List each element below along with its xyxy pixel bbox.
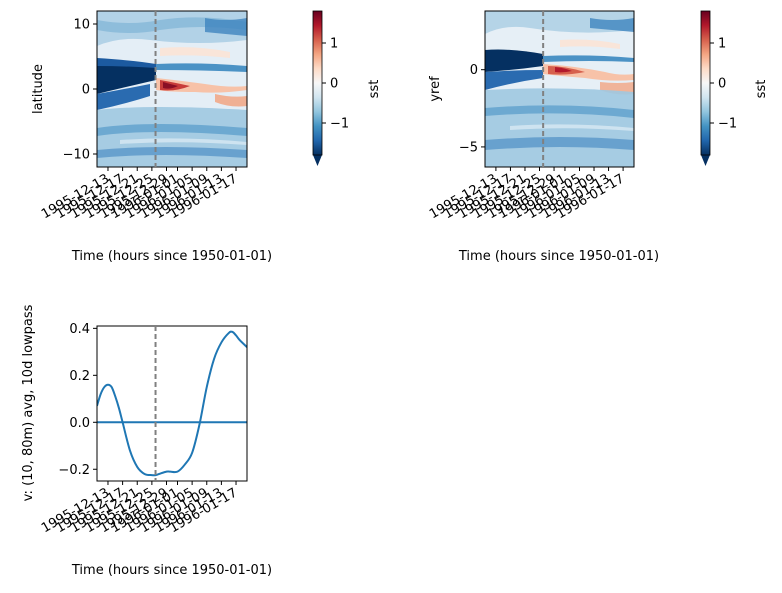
y-tick-label: −10 <box>63 148 90 163</box>
colorbar: −1 0 1 sst <box>312 10 382 166</box>
y-tick-label: −5 <box>459 140 478 155</box>
colorbar-gradient <box>313 11 322 155</box>
axes-frame <box>484 10 635 168</box>
y-axis-label: latitude <box>31 64 46 114</box>
x-axis-label: Time (hours since 1950-01-01) <box>71 563 272 578</box>
colorbar-ticks: −1 0 1 <box>322 37 349 132</box>
y-tick-label: 0 <box>470 63 478 78</box>
x-ticks: 1995-12-131995-12-171995-12-211995-12-25… <box>39 481 240 536</box>
colorbar-extend-arrow <box>701 155 710 166</box>
colorbar-tick-label: 1 <box>718 37 726 52</box>
colorbar-label: sst <box>754 80 769 99</box>
y-tick-label: 0.0 <box>69 416 90 431</box>
series-line <box>97 330 247 477</box>
colorbar-tick-label: 1 <box>330 37 338 52</box>
y-tick-label: 0 <box>82 83 90 98</box>
x-ticks: 1995-12-131995-12-171995-12-211995-12-25… <box>39 167 240 222</box>
colorbar: −1 0 1 sst <box>700 10 769 166</box>
colorbar-tick-label: −1 <box>718 117 737 132</box>
panel-velocity-line: −0.2 0.0 0.2 0.4 1995-12-131995-12-171995-1… <box>21 304 272 578</box>
colorbar-label: sst <box>367 80 382 99</box>
x-axis-label: Time (hours since 1950-01-01) <box>458 249 659 264</box>
x-ticks: 1995-12-131995-12-171995-12-211995-12-25… <box>427 167 627 222</box>
y-ticks: −0.2 0.0 0.2 0.4 <box>58 322 97 478</box>
colorbar-tick-label: −1 <box>330 117 349 132</box>
colorbar-gradient <box>701 11 710 155</box>
colorbar-ticks: −1 0 1 <box>710 37 737 132</box>
y-ticks: −5 0 <box>459 63 485 155</box>
colorbar-tick-label: 0 <box>718 77 726 92</box>
colorbar-extend-arrow <box>313 155 322 166</box>
y-ticks: −10 0 10 <box>63 18 97 163</box>
y-tick-label: 0.2 <box>69 369 90 384</box>
y-tick-label: −0.2 <box>58 463 90 478</box>
y-tick-label: 10 <box>73 18 90 33</box>
axes-frame <box>96 325 248 482</box>
x-axis-label: Time (hours since 1950-01-01) <box>71 249 272 264</box>
y-axis-label: v: (10, 80m) avg, 10d lowpass <box>21 304 36 501</box>
y-axis-label: yref <box>428 76 443 102</box>
panel-yref-heatmap: −5 0 1995-12-131995-12-171995-12-211995-1… <box>427 10 769 264</box>
y-tick-label: 0.4 <box>69 322 90 337</box>
heatmap-field <box>97 11 247 167</box>
heatmap-field <box>485 11 634 167</box>
colorbar-tick-label: 0 <box>330 77 338 92</box>
